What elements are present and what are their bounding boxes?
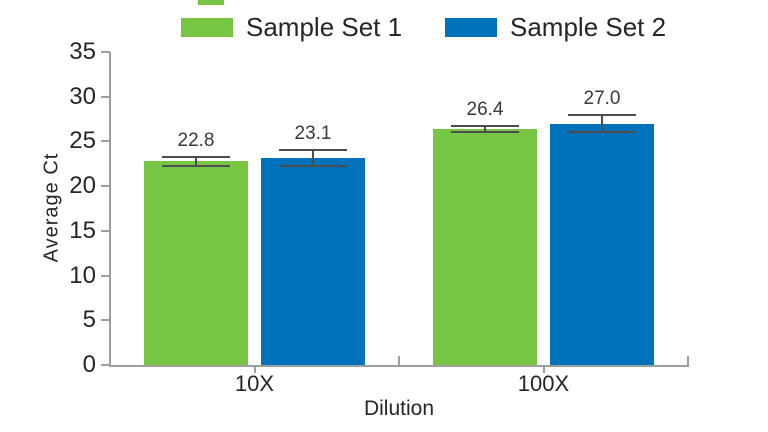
legend-swatch-sample-set-1 — [181, 17, 233, 37]
y-tick-label-0: 0 — [82, 351, 96, 378]
legend-label-sample-set-2: Sample Set 2 — [510, 11, 667, 42]
legend-item-sample-set-2: Sample Set 2 — [445, 10, 666, 44]
y-tick-5 — [101, 319, 110, 322]
cropped-swatch-fragment — [198, 0, 224, 5]
y-axis-title: Average Ct — [40, 152, 63, 263]
y-tick-label-35: 35 — [69, 38, 96, 65]
x-category-label-100X: 100X — [517, 371, 570, 396]
y-tick-30 — [101, 95, 110, 98]
error-bar-bottom-cap-100X-set1 — [451, 131, 519, 134]
value-label-10X-set2: 23.1 — [294, 123, 332, 145]
bar-100X-set1 — [433, 128, 537, 365]
value-label-100X-set2: 27.0 — [583, 88, 621, 110]
x-category-label-10X: 10X — [234, 371, 275, 396]
x-axis-title: Dilution — [363, 397, 435, 420]
y-tick-25 — [101, 140, 110, 143]
bar-10X-set2 — [261, 158, 365, 365]
error-bar-top-cap-10X-set2 — [279, 149, 347, 152]
error-bar-top-cap-100X-set2 — [568, 114, 636, 117]
y-tick-35 — [101, 51, 110, 53]
value-label-100X-set1: 26.4 — [466, 98, 504, 120]
error-bar-stem-10X-set2 — [312, 150, 314, 167]
value-label-10X-set1: 22.8 — [177, 129, 215, 151]
x-axis-line — [109, 365, 689, 367]
x-category-tick-100X — [542, 367, 545, 373]
error-bar-stem-100X-set1 — [484, 125, 486, 133]
y-tick-0 — [101, 364, 110, 366]
bar-100X-set2 — [550, 123, 654, 365]
x-boundary-tick-1 — [687, 356, 689, 365]
error-bar-top-cap-100X-set1 — [451, 124, 519, 127]
error-bar-stem-10X-set1 — [195, 156, 197, 166]
y-tick-label-10: 10 — [69, 261, 96, 289]
y-axis-line — [109, 52, 111, 367]
y-tick-15 — [101, 229, 110, 232]
legend-swatch-sample-set-2 — [445, 17, 497, 37]
legend-label-sample-set-1: Sample Set 1 — [246, 11, 403, 42]
y-tick-label-20: 20 — [69, 172, 96, 200]
y-tick-label-30: 30 — [69, 82, 96, 110]
error-bar-bottom-cap-10X-set1 — [162, 164, 230, 167]
x-category-tick-10X — [253, 367, 256, 373]
y-tick-10 — [101, 274, 110, 277]
error-bar-bottom-cap-10X-set2 — [279, 165, 347, 168]
y-tick-20 — [101, 185, 110, 188]
error-bar-top-cap-10X-set1 — [162, 155, 230, 158]
y-tick-label-5: 5 — [82, 306, 96, 334]
error-bar-stem-100X-set2 — [601, 115, 603, 132]
y-tick-label-25: 25 — [69, 127, 96, 155]
legend-item-sample-set-1: Sample Set 1 — [181, 10, 402, 44]
x-boundary-tick-0 — [398, 356, 400, 365]
bar-10X-set1 — [144, 161, 248, 365]
error-bar-bottom-cap-100X-set2 — [568, 130, 636, 133]
y-tick-label-15: 15 — [69, 216, 96, 244]
